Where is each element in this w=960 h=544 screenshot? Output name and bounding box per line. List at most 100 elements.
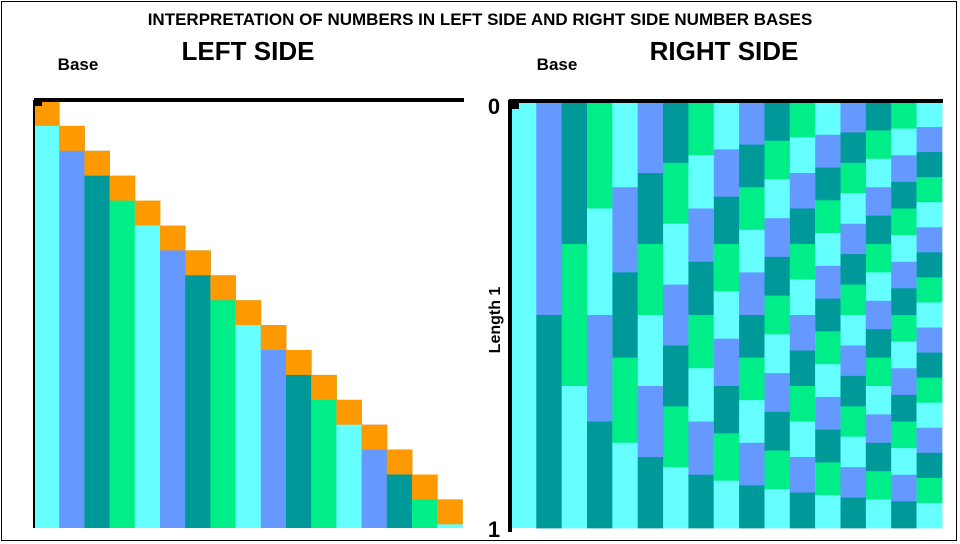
left-column-base-12	[311, 374, 337, 528]
right-segment	[612, 442, 639, 529]
right-segment	[865, 442, 892, 472]
right-origin-mark	[510, 100, 519, 109]
left-base-cell-2	[59, 125, 85, 151]
right-segment	[663, 406, 689, 468]
right-column-base-17	[916, 102, 943, 529]
right-segment	[561, 102, 588, 245]
right-segment	[840, 436, 867, 468]
right-segment	[739, 442, 765, 486]
right-segment	[789, 244, 816, 280]
right-segment	[688, 155, 715, 209]
right-segment	[865, 499, 892, 529]
right-segment	[561, 386, 588, 529]
right-segment	[815, 364, 841, 398]
left-column-base-10	[260, 325, 287, 528]
right-segment	[789, 279, 816, 316]
right-column-base-10	[739, 102, 765, 529]
right-segment	[891, 235, 917, 263]
right-segment	[637, 386, 664, 458]
right-segment	[764, 334, 791, 374]
right-column-base-7	[663, 102, 689, 529]
right-segment	[840, 467, 867, 498]
right-segment	[865, 244, 892, 273]
left-base-cell-13	[336, 399, 362, 425]
right-segment	[865, 329, 892, 358]
right-segment	[840, 406, 867, 438]
right-segment	[789, 457, 816, 493]
left-column-base-3	[84, 150, 110, 529]
right-segment	[663, 345, 689, 407]
right-segment	[891, 421, 917, 449]
right-segment	[713, 102, 740, 150]
right-segment	[713, 196, 740, 245]
right-segment	[739, 400, 765, 444]
right-segment	[916, 102, 943, 128]
right-base-label: Base	[537, 55, 578, 74]
right-segment	[739, 144, 765, 188]
right-segment	[739, 229, 765, 273]
right-segment	[713, 149, 740, 198]
right-column-base-6	[637, 102, 664, 529]
right-segment	[713, 433, 740, 482]
right-segment	[637, 102, 664, 174]
right-segment	[612, 357, 639, 444]
right-segment	[916, 152, 943, 178]
right-segment	[764, 256, 791, 297]
right-segment	[764, 102, 791, 142]
right-segment	[891, 155, 917, 183]
right-segment	[916, 452, 943, 479]
right-segment	[688, 368, 715, 422]
right-side-chart	[508, 99, 943, 532]
right-segment	[916, 277, 943, 303]
right-segment	[916, 477, 943, 504]
right-segment	[637, 457, 664, 529]
right-segment	[688, 421, 715, 476]
right-segment	[865, 130, 892, 160]
right-segment	[637, 173, 664, 245]
right-segment	[688, 102, 715, 156]
right-column-base-9	[713, 102, 740, 529]
right-segment	[815, 331, 841, 365]
right-segment	[916, 127, 943, 153]
right-axis-length-label: Length 1	[487, 287, 504, 354]
right-segment	[815, 429, 841, 463]
right-segment	[764, 218, 791, 258]
right-segment	[840, 497, 867, 529]
right-segment	[789, 173, 816, 209]
right-segment	[840, 284, 867, 316]
right-segment	[688, 208, 715, 263]
right-segment	[739, 357, 765, 401]
left-base-cell-11	[286, 350, 312, 375]
right-column-base-11	[764, 102, 791, 529]
right-segment	[840, 162, 867, 194]
right-segment	[916, 227, 943, 253]
right-segment	[764, 373, 791, 413]
left-base-cell-10	[260, 325, 287, 350]
right-segment	[688, 315, 715, 369]
left-base-cell-17	[437, 499, 463, 525]
right-segment	[561, 244, 588, 387]
right-segment	[891, 315, 917, 343]
right-segment	[840, 345, 867, 377]
right-column-base-3	[561, 102, 588, 529]
left-base-cell-12	[311, 374, 337, 400]
right-segment	[916, 177, 943, 203]
right-segment	[916, 327, 943, 353]
left-base-cell-4	[109, 175, 136, 201]
right-segment	[764, 140, 791, 180]
right-segment	[815, 298, 841, 332]
right-segment	[916, 202, 943, 228]
right-segment	[713, 338, 740, 387]
right-segment	[891, 474, 917, 502]
right-segment	[789, 386, 816, 422]
right-segment	[815, 396, 841, 431]
right-segment	[815, 462, 841, 496]
right-segment	[865, 102, 892, 131]
right-segment	[891, 341, 917, 369]
right-segment	[840, 102, 867, 133]
left-base-cell-16	[412, 474, 438, 500]
right-segment	[739, 272, 765, 316]
right-column-base-13	[815, 102, 841, 529]
